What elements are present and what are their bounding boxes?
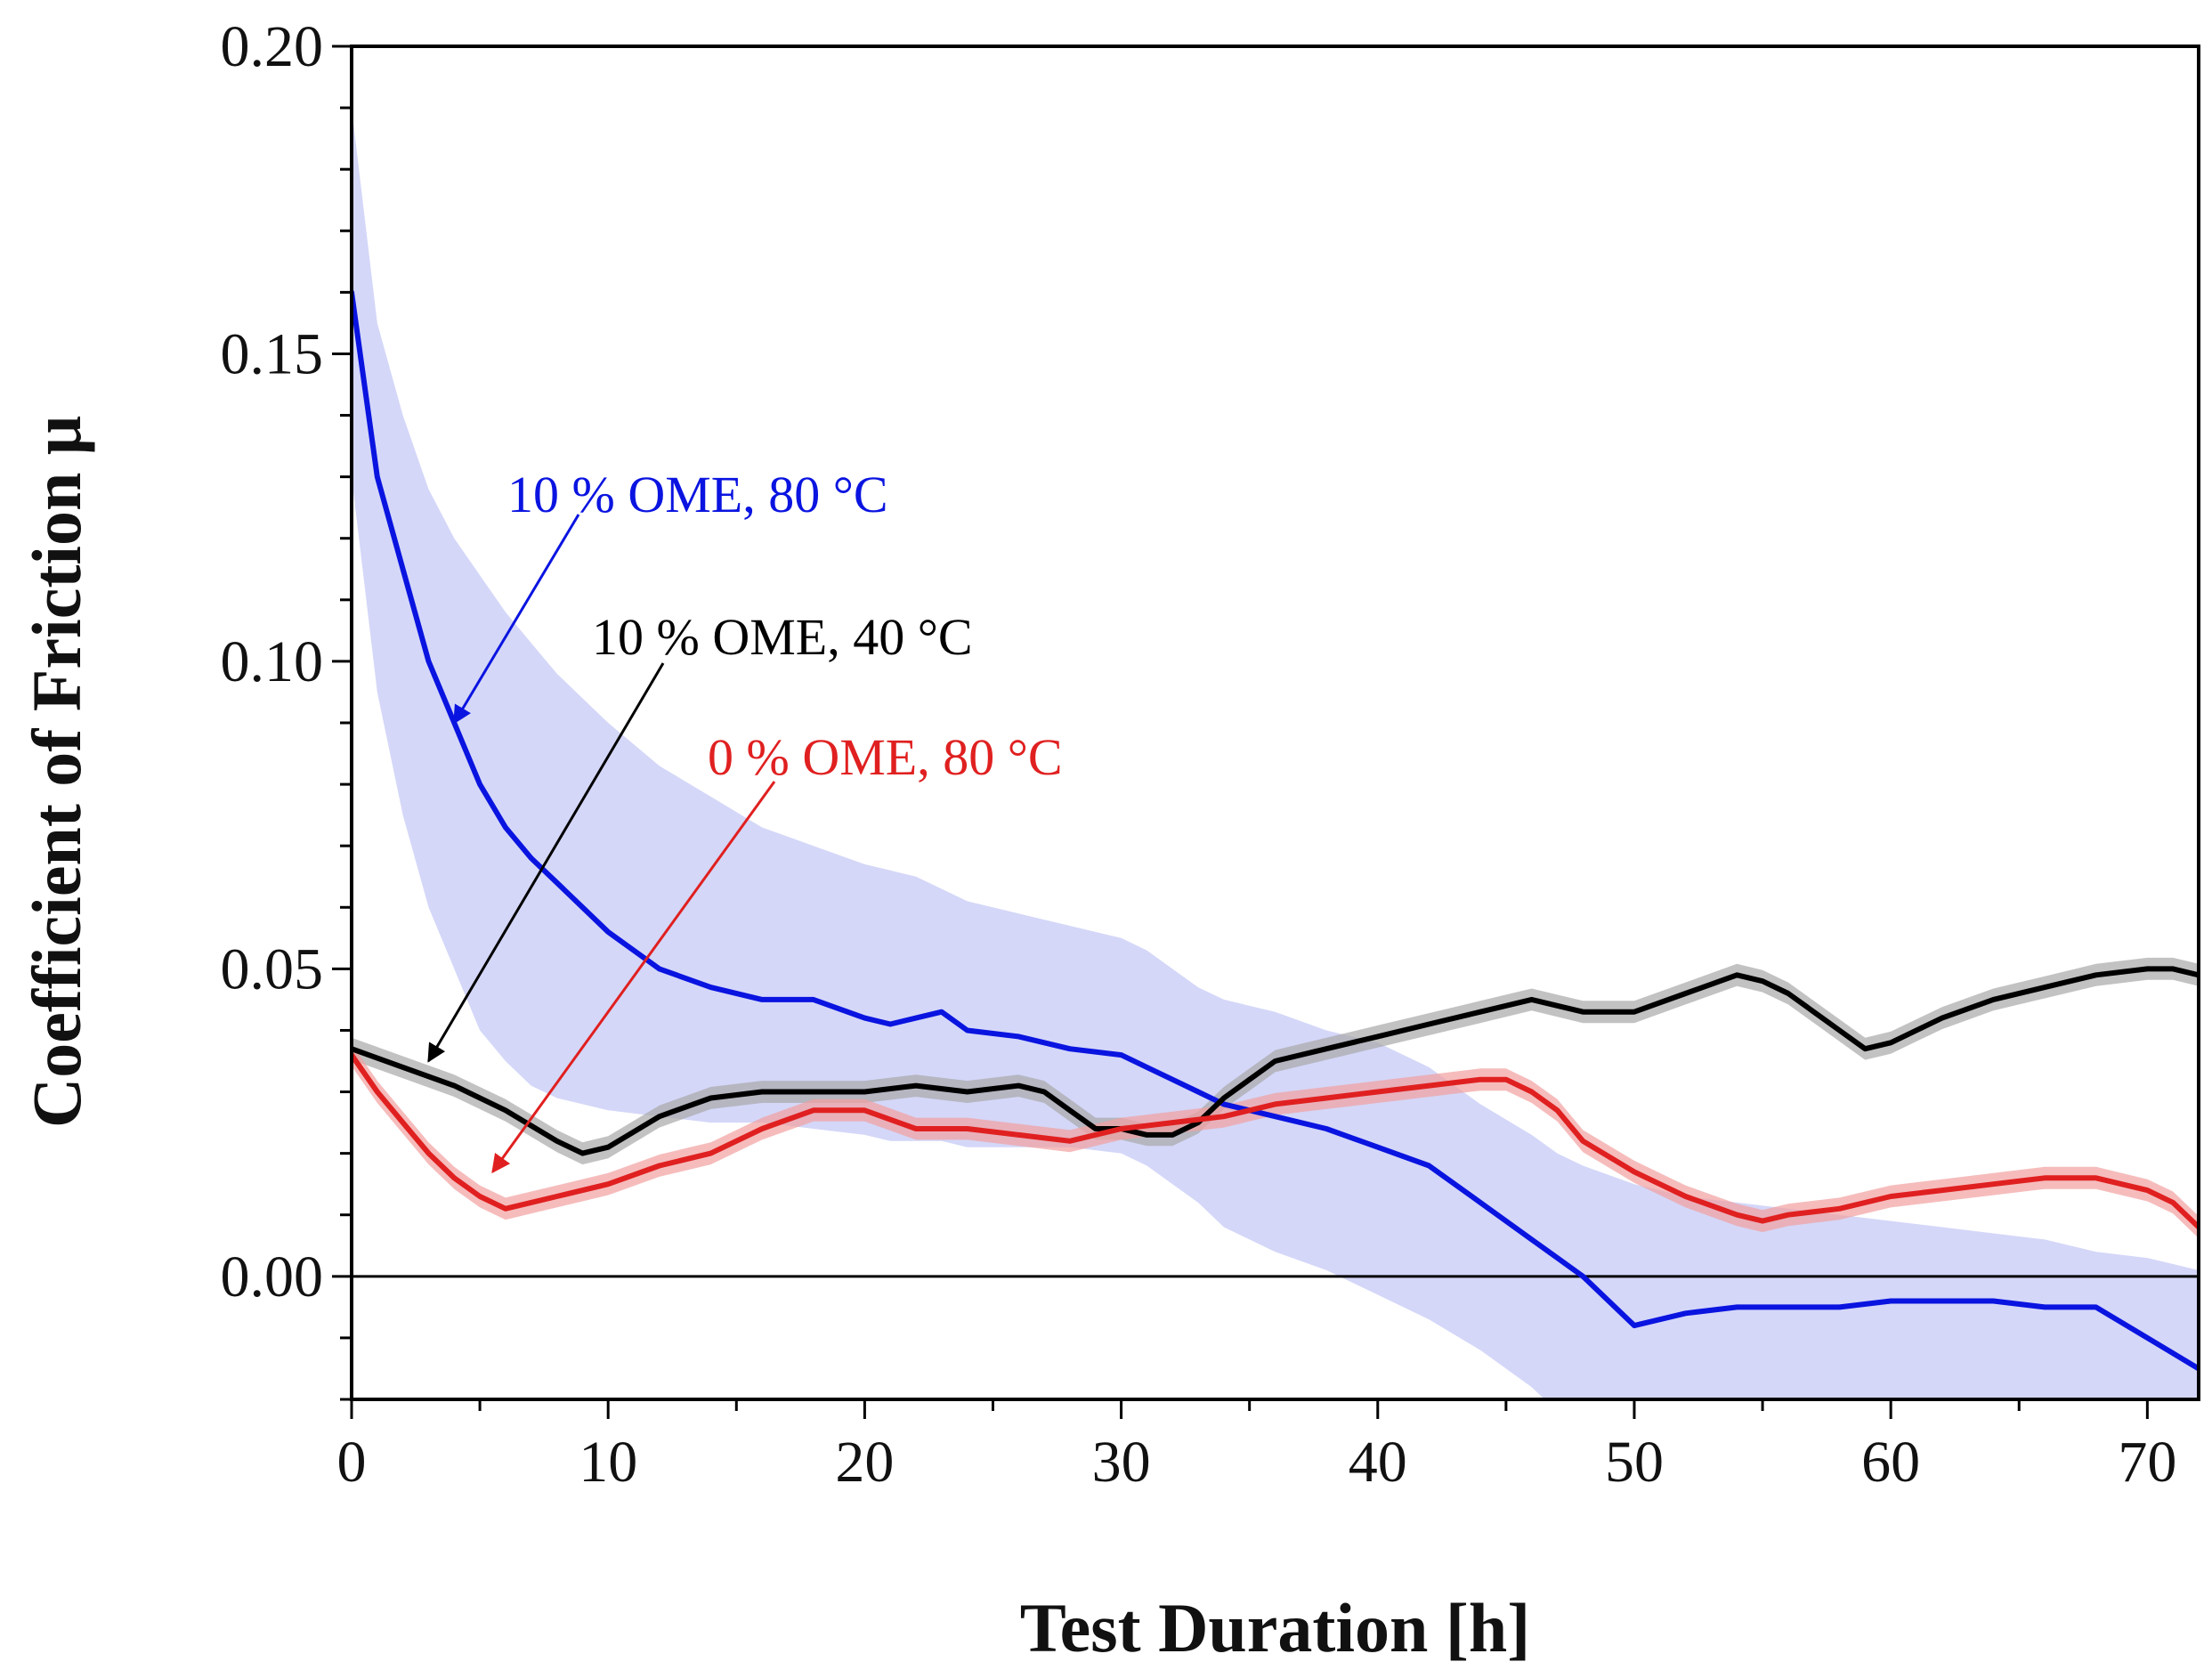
annotation-arrow-0 <box>452 514 580 725</box>
x-tick-label: 30 <box>1092 1430 1151 1495</box>
band-series-0 <box>352 108 2199 1399</box>
x-axis-ticks: 0 10 20 30 40 50 60 70 <box>337 1399 2176 1495</box>
annotation-arrow-1 <box>427 662 665 1063</box>
series-line-0 <box>352 289 2199 1372</box>
x-tick-label: 50 <box>1605 1430 1664 1495</box>
series-lines <box>352 289 2199 1372</box>
annotation-label-0: 10 % OME, 80 °C <box>507 466 888 523</box>
annotation-label-2: 0 % OME, 80 °C <box>708 728 1063 786</box>
confidence-bands <box>352 108 2199 1399</box>
x-tick-label: 40 <box>1349 1430 1407 1495</box>
y-tick-label: 0.20 <box>221 14 324 79</box>
annotation-label-1: 10 % OME, 40 °C <box>592 608 973 666</box>
x-tick-label: 60 <box>1861 1430 1920 1495</box>
y-tick-label: 0.00 <box>221 1244 324 1309</box>
annotation-arrow-2 <box>491 781 776 1174</box>
band-series-2 <box>352 1043 2199 1238</box>
x-tick-label: 20 <box>835 1430 894 1495</box>
series-line-1 <box>352 966 2199 1156</box>
x-axis-title: Test Duration [h] <box>1020 1589 1531 1666</box>
annotations: 10 % OME, 80 °C 10 % OME, 40 °C 0 % OME, 8… <box>427 466 1063 1174</box>
y-tick-label: 0.15 <box>221 321 324 386</box>
y-tick-label: 0.05 <box>221 936 324 1001</box>
y-axis-ticks: 0.00 0.05 0.10 0.15 0.20 <box>221 14 352 1401</box>
x-tick-label: 70 <box>2118 1430 2176 1495</box>
y-tick-label: 0.10 <box>221 629 324 694</box>
x-tick-label: 0 <box>337 1430 367 1495</box>
series-line-2 <box>352 1052 2199 1230</box>
x-tick-label: 10 <box>579 1430 637 1495</box>
y-axis-title: Coefficient of Friction μ <box>18 416 95 1128</box>
